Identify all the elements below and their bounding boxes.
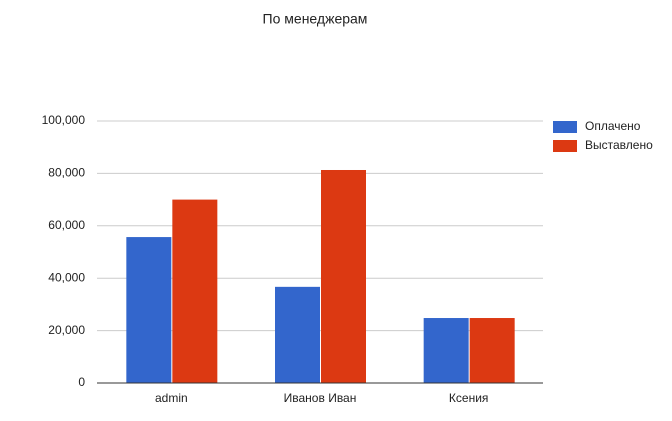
bar xyxy=(126,237,172,383)
bar xyxy=(172,199,218,383)
legend-label: Оплачено xyxy=(585,119,641,133)
y-tick-label: 0 xyxy=(78,375,85,389)
legend-label: Выставлено xyxy=(585,138,653,152)
bar xyxy=(321,169,366,383)
y-tick-label: 40,000 xyxy=(48,270,85,284)
y-tick-label: 60,000 xyxy=(48,218,85,232)
y-tick-label: 20,000 xyxy=(48,323,85,337)
x-tick-label: Иванов Иван xyxy=(284,391,357,405)
bar xyxy=(275,286,320,383)
chart-title: По менеджерам xyxy=(263,11,368,27)
y-tick-label: 100,000 xyxy=(42,113,86,127)
legend-swatch xyxy=(553,140,577,152)
bar xyxy=(469,318,515,383)
x-tick-label: admin xyxy=(155,391,188,405)
legend-swatch xyxy=(553,121,577,133)
bar xyxy=(423,318,469,383)
y-tick-label: 80,000 xyxy=(48,166,85,180)
x-tick-label: Ксения xyxy=(449,391,489,405)
